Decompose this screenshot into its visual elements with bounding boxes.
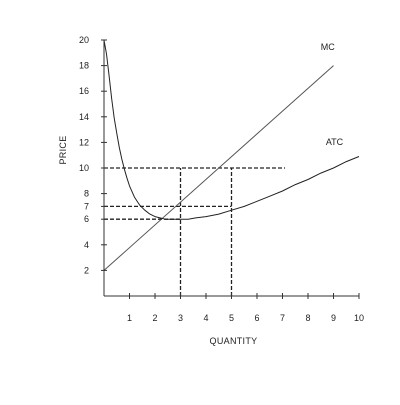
x-tick-label: 3	[178, 313, 183, 323]
dashed-guides	[104, 167, 286, 296]
x-tick-label: 1	[127, 313, 132, 323]
mc-label: MC	[321, 42, 335, 52]
y-tick-label: 8	[84, 189, 89, 199]
x-tick-label: 4	[203, 313, 208, 323]
atc-curve	[103, 39, 360, 220]
y-tick-label: 7	[84, 201, 89, 211]
y-tick-label: 2	[84, 265, 89, 275]
curves	[103, 39, 360, 271]
atc-label: ATC	[326, 137, 344, 147]
y-tick-label: 18	[79, 61, 89, 71]
y-tick-label: 10	[79, 163, 89, 173]
y-tick-label: 12	[79, 137, 89, 147]
x-tick-label: 9	[331, 313, 336, 323]
x-tick-label: 6	[254, 313, 259, 323]
labels: QUANTITY PRICE MC ATC	[58, 42, 344, 346]
x-tick-label: 8	[305, 313, 310, 323]
y-tick-label: 4	[84, 240, 89, 250]
mc-curve	[103, 65, 334, 271]
x-axis-title: QUANTITY	[210, 336, 258, 346]
x-tick-label: 2	[152, 313, 157, 323]
y-tick-label: 20	[79, 35, 89, 45]
x-tick-label: 5	[229, 313, 234, 323]
x-tick-label: 10	[354, 313, 364, 323]
x-tick-label: 7	[280, 313, 285, 323]
y-axis-title: PRICE	[58, 135, 68, 164]
y-tick-label: 16	[79, 86, 89, 96]
y-tick-label: 6	[84, 214, 89, 224]
y-tick-label: 14	[79, 112, 89, 122]
